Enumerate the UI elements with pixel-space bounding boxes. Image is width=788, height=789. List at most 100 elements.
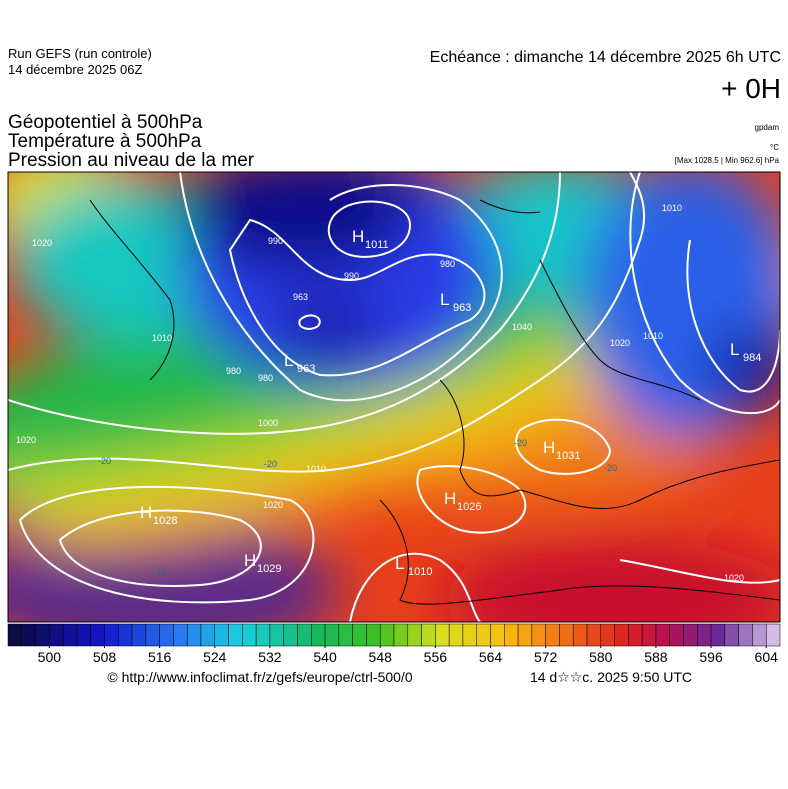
colorbar-swatch xyxy=(462,623,477,647)
run-date: 14 décembre 2025 06Z xyxy=(8,62,142,77)
colorbar-swatch xyxy=(311,623,326,647)
colorbar-swatch xyxy=(186,623,202,647)
colorbar-swatch xyxy=(448,623,464,647)
contour-label: 1020 xyxy=(724,573,744,583)
echeance: Echéance : dimanche 14 décembre 2025 6h … xyxy=(430,49,781,66)
title: Température à 500hPa xyxy=(8,131,202,152)
coastlines xyxy=(89,199,780,605)
colorbar-swatch xyxy=(724,623,739,647)
colorbar-swatch xyxy=(641,623,657,647)
colorbar-swatch xyxy=(752,623,767,647)
colorbar-swatch xyxy=(145,623,160,647)
colorbar-swatch xyxy=(131,623,147,647)
contour-label: 990 xyxy=(268,236,283,246)
colorbar-swatch xyxy=(118,623,133,647)
contour-label: -20 xyxy=(604,463,617,473)
contour-label: 980 xyxy=(440,259,455,269)
colorbar-swatch xyxy=(559,623,574,647)
unit: gpdam xyxy=(755,123,780,132)
colorbar-swatch xyxy=(228,623,243,647)
colorbar-swatch xyxy=(35,623,50,647)
center-value: 1028 xyxy=(153,515,177,527)
colorbar-swatch xyxy=(283,623,298,647)
contour-label: 1010 xyxy=(306,464,326,474)
colorbar-swatch xyxy=(710,623,726,647)
contour-label: -20 xyxy=(264,459,277,469)
contour-label: -20 xyxy=(514,438,527,448)
colorbar-label: 540 xyxy=(313,649,337,665)
colorbar-swatch xyxy=(379,623,395,647)
isobars xyxy=(8,172,780,622)
title: Géopotentiel à 500hPa xyxy=(8,112,203,133)
contour-label: 963 xyxy=(293,292,308,302)
colorbar-swatch xyxy=(297,623,312,647)
colorbar-swatch xyxy=(517,623,533,647)
unit: °C xyxy=(770,143,779,152)
colorbar-swatch xyxy=(269,623,284,647)
colorbar-swatch xyxy=(490,623,505,647)
contour-label: 1010 xyxy=(643,331,663,341)
center-value: 1026 xyxy=(457,501,481,513)
colorbar-swatch xyxy=(614,623,629,647)
colorbar-swatch xyxy=(255,623,271,647)
colorbar-swatch xyxy=(393,623,409,647)
contour-label: -20 xyxy=(98,456,111,466)
colorbar-label: 604 xyxy=(755,649,779,665)
center-letter: H xyxy=(543,438,555,457)
colorbar-label: 556 xyxy=(424,649,448,665)
contour-label: 990 xyxy=(344,271,359,281)
colorbar-swatch xyxy=(352,623,367,647)
colorbar-swatch xyxy=(242,623,257,647)
contour-label: 1010 xyxy=(152,333,172,343)
title: Pression au niveau de la mer xyxy=(8,150,255,171)
contour-label: 1020 xyxy=(610,338,630,348)
center-letter: L xyxy=(395,554,404,573)
colorbar-swatch xyxy=(683,623,698,647)
contour-label: 1000 xyxy=(258,418,278,428)
colorbar-label: 548 xyxy=(369,649,393,665)
colorbar-swatch xyxy=(669,623,684,647)
colorbar-swatch xyxy=(7,623,23,647)
colorbar-swatch xyxy=(504,623,519,647)
colorbar-swatch xyxy=(200,623,216,647)
colorbar-swatch xyxy=(159,623,174,647)
source: © http://www.infoclimat.fr/z/gefs/europe… xyxy=(107,669,412,685)
colorbar-swatch xyxy=(572,623,588,647)
center-value: 963 xyxy=(453,302,471,314)
colorbar-swatch xyxy=(628,623,643,647)
colorbar-swatch xyxy=(173,623,188,647)
center-value: 1010 xyxy=(408,566,432,578)
center-value: 963 xyxy=(297,363,315,375)
colorbar-swatch xyxy=(366,623,381,647)
colorbar-label: 588 xyxy=(644,649,668,665)
colorbar-label: 572 xyxy=(534,649,558,665)
field xyxy=(8,172,780,622)
colorbar-label: 524 xyxy=(203,649,227,665)
colorbar-label: 580 xyxy=(589,649,613,665)
colorbar-swatch xyxy=(531,623,546,647)
colorbar-swatch xyxy=(407,623,422,647)
center-letter: L xyxy=(440,290,449,309)
colorbar-label: 500 xyxy=(38,649,62,665)
colorbar-swatch xyxy=(90,623,105,647)
colorbar-label: 508 xyxy=(93,649,117,665)
center-value: 984 xyxy=(743,352,761,364)
colorbar-swatch xyxy=(435,623,450,647)
center-value: 1011 xyxy=(365,239,389,251)
offset: + 0H xyxy=(721,73,781,104)
contour-label: 1010 xyxy=(662,203,682,213)
contour-label: 1020 xyxy=(16,435,36,445)
colorbar-swatch xyxy=(421,623,436,647)
colorbar-swatch xyxy=(476,623,491,647)
colorbar-swatch xyxy=(21,623,36,647)
center-letter: H xyxy=(444,489,456,508)
contour-label: 980 xyxy=(258,373,273,383)
colorbar-swatch xyxy=(214,623,229,647)
colorbar-swatch xyxy=(338,623,353,647)
center-letter: H xyxy=(244,551,256,570)
colorbar-swatch xyxy=(324,623,340,647)
colorbar-swatch xyxy=(697,623,712,647)
center-letter: L xyxy=(730,340,739,359)
